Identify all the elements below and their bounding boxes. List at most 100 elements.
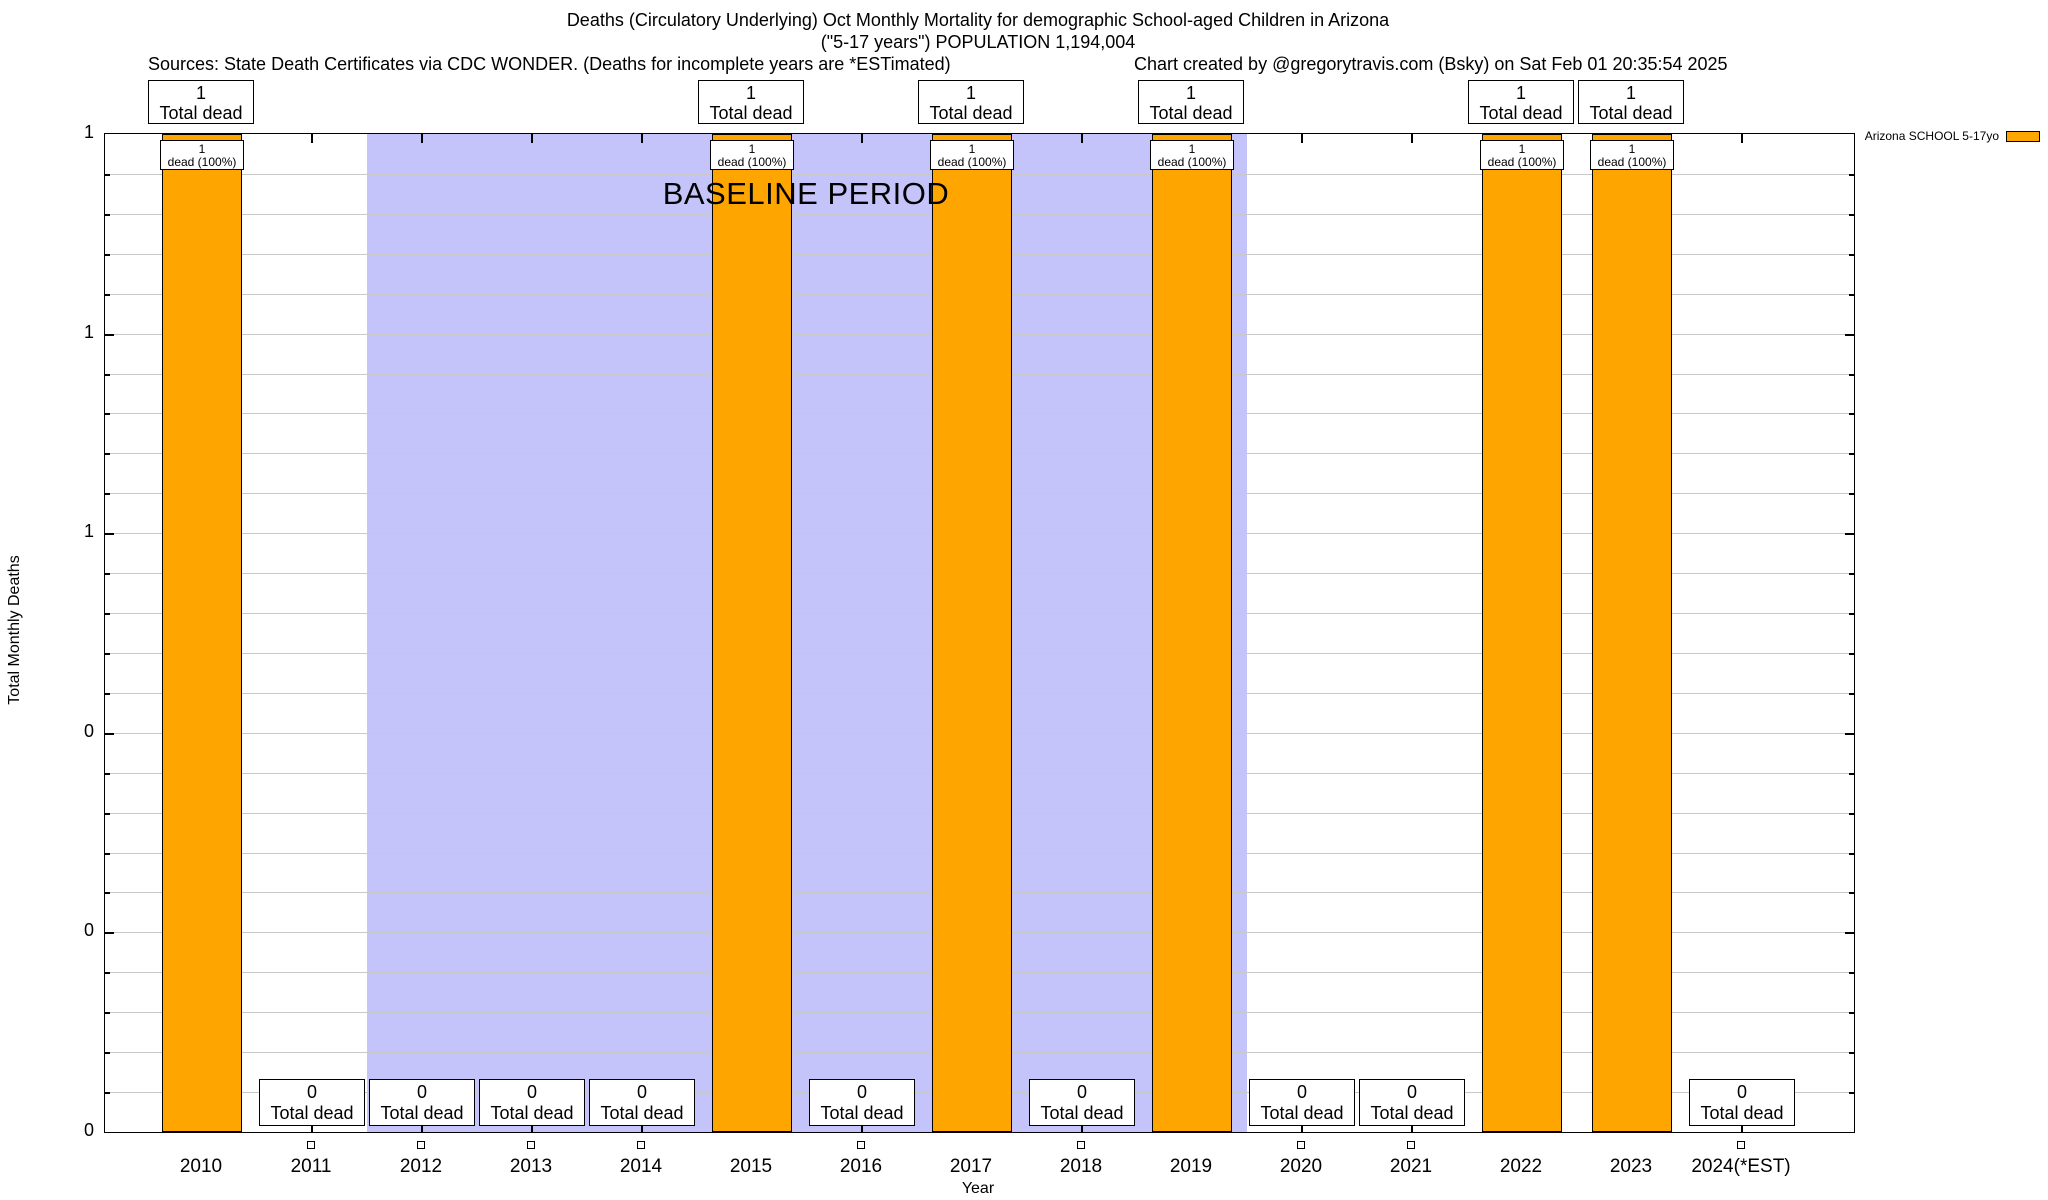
total-dead-box: 1 Total dead	[148, 80, 254, 124]
zero-point-marker	[1297, 1141, 1305, 1149]
y-tick-mark	[1849, 972, 1854, 974]
baseline-period-band	[367, 134, 1247, 1132]
box-stem	[641, 1126, 643, 1132]
box-stem	[1301, 1126, 1303, 1132]
x-tick-label: 2010	[179, 1156, 223, 1177]
y-tick-mark	[105, 573, 110, 575]
bar	[1482, 134, 1562, 1132]
y-tick-mark	[105, 853, 110, 855]
x-tick-label: 2017	[949, 1156, 993, 1177]
total-dead-box: 0 Total dead	[369, 1079, 475, 1126]
legend: Arizona SCHOOL 5-17yo	[1860, 129, 2040, 143]
y-tick-mark	[1849, 892, 1854, 894]
y-tick-mark	[105, 813, 110, 815]
x-tick-label: 2015	[729, 1156, 773, 1177]
zero-point-marker	[527, 1141, 535, 1149]
x-tick-mark	[861, 134, 863, 143]
x-tick-mark	[531, 134, 533, 143]
zero-point-marker	[1407, 1141, 1415, 1149]
x-tick-mark	[641, 134, 643, 143]
bar-value-note: 1 dead (100%)	[930, 140, 1014, 170]
y-tick-mark	[105, 453, 110, 455]
x-tick-mark	[1411, 134, 1413, 143]
y-tick-mark	[105, 1052, 110, 1054]
zero-point-marker	[417, 1141, 425, 1149]
y-tick-mark	[1849, 653, 1854, 655]
y-tick-mark	[105, 374, 110, 376]
box-stem	[1741, 1126, 1743, 1132]
bar	[1592, 134, 1672, 1132]
bar-value-note: 1 dead (100%)	[1480, 140, 1564, 170]
zero-point-marker	[307, 1141, 315, 1149]
y-tick-mark	[1849, 254, 1854, 256]
legend-series-label: Arizona SCHOOL 5-17yo	[1864, 129, 1999, 143]
bar-value-note: 1 dead (100%)	[1150, 140, 1234, 170]
total-dead-box: 0 Total dead	[259, 1079, 365, 1126]
total-dead-box: 0 Total dead	[1359, 1079, 1465, 1126]
total-dead-box: 0 Total dead	[589, 1079, 695, 1126]
y-tick-mark	[1849, 294, 1854, 296]
y-tick-mark	[105, 733, 114, 735]
box-stem	[531, 1126, 533, 1132]
y-tick-mark	[105, 294, 110, 296]
y-tick-mark	[105, 413, 110, 415]
y-tick-mark	[105, 892, 110, 894]
zero-point-marker	[637, 1141, 645, 1149]
y-tick-label: 0	[83, 1120, 94, 1140]
legend-color-swatch	[2006, 130, 2040, 142]
y-tick-mark	[1849, 813, 1854, 815]
y-tick-label: 1	[83, 122, 94, 142]
total-dead-box: 0 Total dead	[1249, 1079, 1355, 1126]
box-stem	[1081, 1126, 1083, 1132]
y-tick-mark	[105, 653, 110, 655]
y-tick-mark	[105, 773, 110, 775]
credit-note: Chart created by @gregorytravis.com (Bsk…	[1134, 54, 1728, 74]
y-tick-mark	[1845, 334, 1854, 336]
box-stem	[861, 1126, 863, 1132]
total-dead-box: 1 Total dead	[1468, 80, 1574, 124]
total-dead-box: 1 Total dead	[698, 80, 804, 124]
x-tick-label: 2018	[1059, 1156, 1103, 1177]
y-tick-mark	[1849, 693, 1854, 695]
chart-title: Deaths (Circulatory Underlying) Oct Mont…	[566, 10, 1390, 30]
y-tick-mark	[105, 1012, 110, 1014]
x-axis-title: Year	[961, 1180, 995, 1197]
y-tick-mark	[105, 214, 110, 216]
box-stem	[1411, 1126, 1413, 1132]
total-dead-box: 0 Total dead	[809, 1079, 915, 1126]
y-tick-mark	[105, 334, 114, 336]
y-tick-mark	[105, 613, 110, 615]
box-stem	[311, 1126, 313, 1132]
y-tick-mark	[1849, 214, 1854, 216]
total-dead-box: 1 Total dead	[1138, 80, 1244, 124]
bar-value-note: 1 dead (100%)	[1590, 140, 1674, 170]
box-stem	[421, 1126, 423, 1132]
y-tick-mark	[105, 972, 110, 974]
y-tick-mark	[1849, 453, 1854, 455]
baseline-period-label: BASELINE PERIOD	[662, 176, 950, 211]
zero-point-marker	[857, 1141, 865, 1149]
x-tick-label: 2024(*EST)	[1691, 1156, 1791, 1177]
x-tick-label: 2016	[839, 1156, 883, 1177]
total-dead-box: 0 Total dead	[1689, 1079, 1795, 1126]
total-dead-box: 0 Total dead	[479, 1079, 585, 1126]
y-tick-label: 0	[83, 920, 94, 941]
total-dead-box: 0 Total dead	[1029, 1079, 1135, 1126]
y-tick-mark	[1849, 613, 1854, 615]
y-tick-mark	[1849, 573, 1854, 575]
x-tick-label: 2011	[290, 1156, 332, 1177]
y-tick-mark	[105, 533, 114, 535]
chart-subtitle: ("5-17 years") POPULATION 1,194,004	[820, 32, 1136, 52]
sources-note: Sources: State Death Certificates via CD…	[148, 54, 951, 74]
y-tick-mark	[1849, 1092, 1854, 1094]
x-tick-label: 2012	[399, 1156, 443, 1177]
x-tick-label: 2019	[1169, 1156, 1213, 1177]
x-tick-mark	[1301, 134, 1303, 143]
y-tick-mark	[105, 693, 110, 695]
y-tick-mark	[1845, 533, 1854, 535]
x-tick-label: 2023	[1609, 1156, 1653, 1177]
bar	[162, 134, 242, 1132]
zero-point-marker	[1077, 1141, 1085, 1149]
y-tick-mark	[1849, 493, 1854, 495]
bar	[712, 134, 792, 1132]
